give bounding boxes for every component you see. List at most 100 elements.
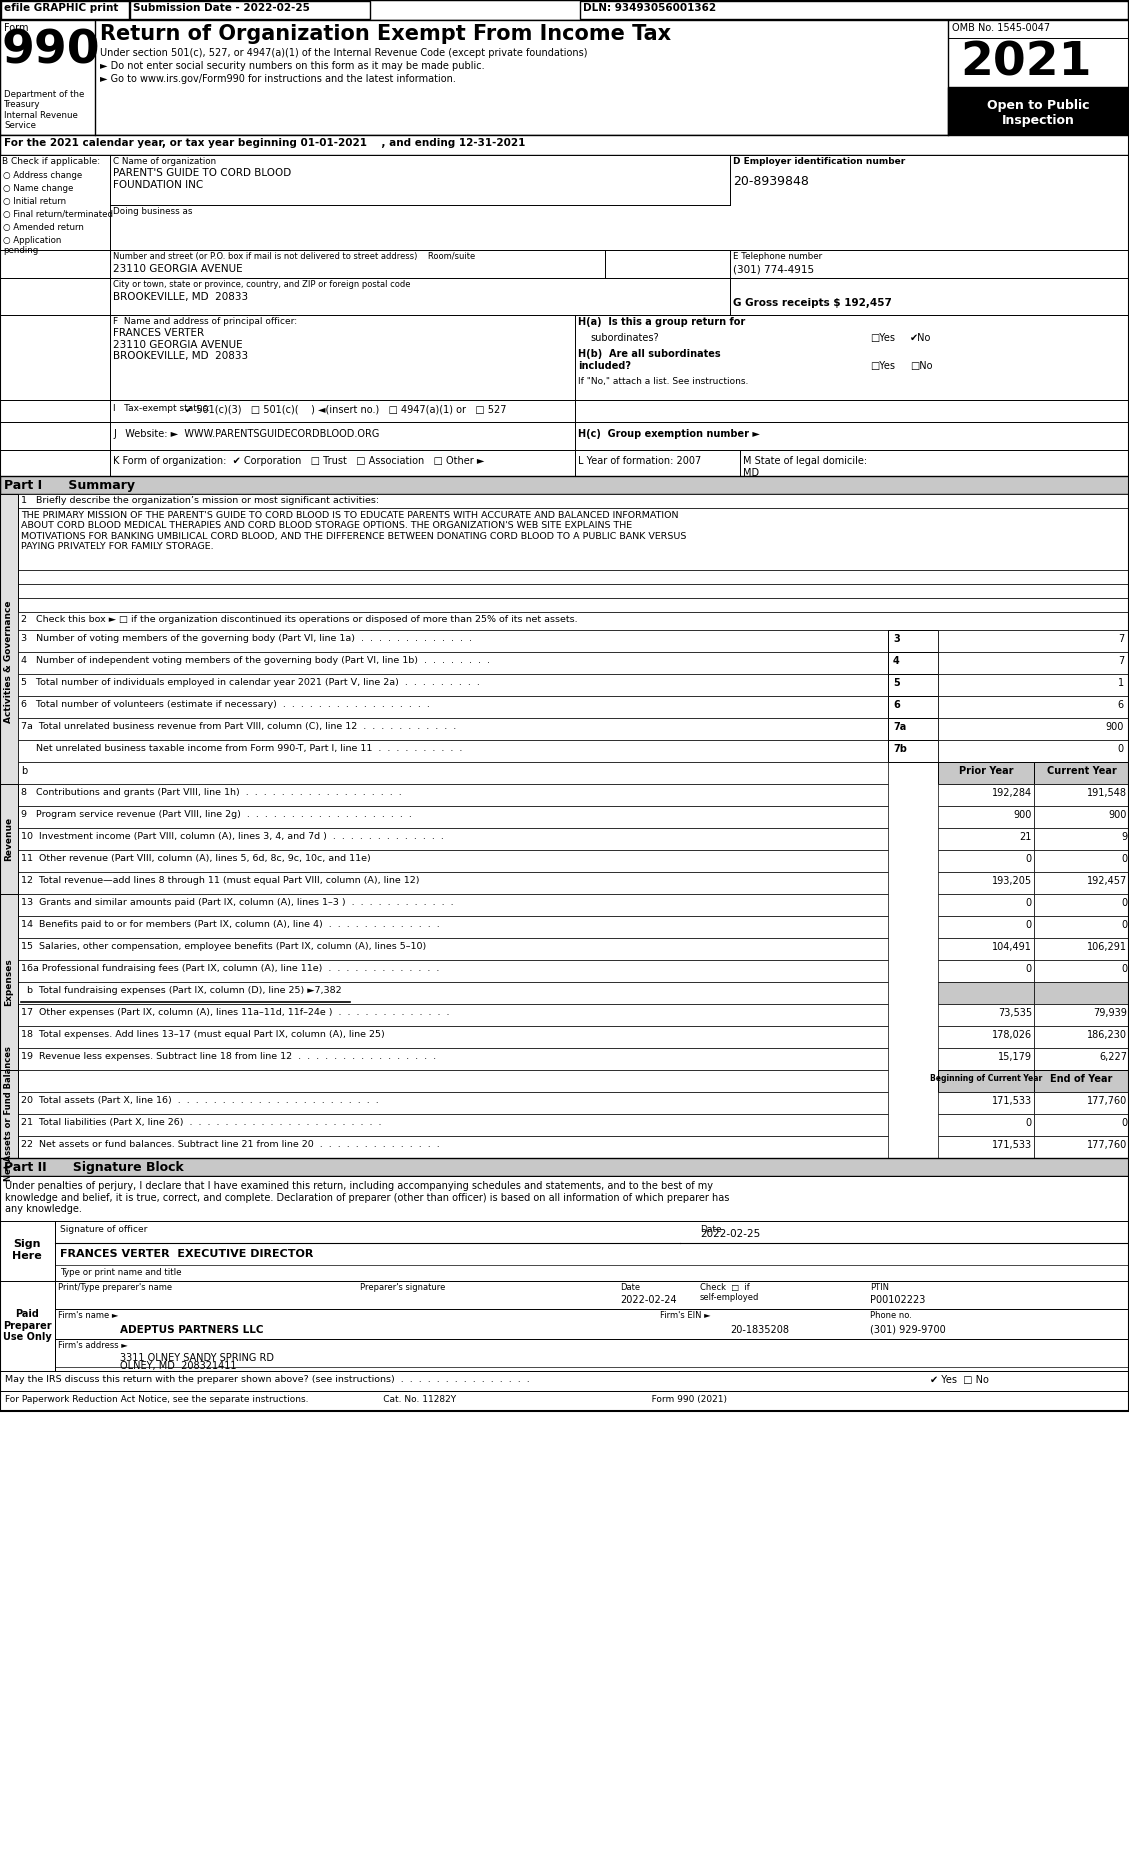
Text: 2021: 2021 bbox=[960, 39, 1092, 86]
Bar bbox=[0, 315, 1129, 401]
Text: ✔ 501(c)(3)   □ 501(c)(    ) ◄(insert no.)   □ 4947(a)(1) or   □ 527: ✔ 501(c)(3) □ 501(c)( ) ◄(insert no.) □ … bbox=[185, 404, 507, 414]
Text: 6   Total number of volunteers (estimate if necessary)  .  .  .  .  .  .  .  .  : 6 Total number of volunteers (estimate i… bbox=[21, 701, 430, 708]
Text: 0: 0 bbox=[1026, 1118, 1032, 1128]
Text: 14  Benefits paid to or for members (Part IX, column (A), line 4)  .  .  .  .  .: 14 Benefits paid to or for members (Part… bbox=[21, 921, 440, 928]
Text: Date: Date bbox=[700, 1225, 721, 1234]
Bar bbox=[18, 960, 889, 982]
Bar bbox=[1034, 1048, 1129, 1070]
Bar bbox=[18, 675, 889, 695]
Text: Check  □  if
self-employed: Check □ if self-employed bbox=[700, 1282, 760, 1303]
Bar bbox=[18, 982, 889, 1005]
Text: Current Year: Current Year bbox=[1047, 766, 1117, 775]
Text: Sign
Here: Sign Here bbox=[12, 1240, 42, 1260]
Text: ○ Name change: ○ Name change bbox=[3, 185, 73, 194]
Bar bbox=[938, 1005, 1034, 1025]
Bar bbox=[0, 250, 1129, 278]
Text: 7: 7 bbox=[1118, 656, 1124, 665]
Text: Print/Type preparer's name: Print/Type preparer's name bbox=[58, 1282, 172, 1292]
Bar bbox=[938, 762, 1034, 785]
Text: 0: 0 bbox=[1026, 898, 1032, 908]
Bar bbox=[18, 915, 889, 938]
Text: 21: 21 bbox=[1019, 831, 1032, 843]
Text: If "No," attach a list. See instructions.: If "No," attach a list. See instructions… bbox=[578, 377, 749, 386]
Bar bbox=[18, 598, 1129, 611]
Text: 106,291: 106,291 bbox=[1087, 941, 1127, 953]
Text: 6,227: 6,227 bbox=[1099, 1051, 1127, 1062]
Text: Part II      Signature Block: Part II Signature Block bbox=[5, 1161, 184, 1174]
Text: (301) 929-9700: (301) 929-9700 bbox=[870, 1325, 946, 1335]
Text: 20  Total assets (Part X, line 16)  .  .  .  .  .  .  .  .  .  .  .  .  .  .  . : 20 Total assets (Part X, line 16) . . . … bbox=[21, 1096, 378, 1105]
Bar bbox=[1034, 1005, 1129, 1025]
Text: ○ Amended return: ○ Amended return bbox=[3, 224, 84, 231]
Text: PTIN: PTIN bbox=[870, 1282, 889, 1292]
Bar bbox=[18, 630, 889, 652]
Bar bbox=[18, 509, 1129, 570]
Bar bbox=[0, 0, 1129, 21]
Bar bbox=[938, 1135, 1034, 1158]
Text: 5   Total number of individuals employed in calendar year 2021 (Part V, line 2a): 5 Total number of individuals employed i… bbox=[21, 678, 480, 688]
Text: 0: 0 bbox=[1121, 921, 1127, 930]
Text: 1: 1 bbox=[1118, 678, 1124, 688]
Text: Under section 501(c), 527, or 4947(a)(1) of the Internal Revenue Code (except pr: Under section 501(c), 527, or 4947(a)(1)… bbox=[100, 48, 587, 58]
Text: 2022-02-24: 2022-02-24 bbox=[620, 1295, 676, 1305]
Bar bbox=[938, 1092, 1034, 1115]
Text: 171,533: 171,533 bbox=[992, 1096, 1032, 1105]
Bar bbox=[18, 611, 1129, 630]
Text: 104,491: 104,491 bbox=[992, 941, 1032, 953]
Text: 73,535: 73,535 bbox=[998, 1008, 1032, 1018]
Text: 9: 9 bbox=[1121, 831, 1127, 843]
Text: 178,026: 178,026 bbox=[992, 1031, 1032, 1040]
Bar bbox=[1, 2, 129, 19]
Bar bbox=[0, 494, 18, 829]
Bar bbox=[18, 828, 889, 850]
Text: Signature of officer: Signature of officer bbox=[60, 1225, 148, 1234]
Text: For the 2021 calendar year, or tax year beginning 01-01-2021    , and ending 12-: For the 2021 calendar year, or tax year … bbox=[5, 138, 525, 147]
Text: 0: 0 bbox=[1121, 1118, 1127, 1128]
Text: PARENT'S GUIDE TO CORD BLOOD
FOUNDATION INC: PARENT'S GUIDE TO CORD BLOOD FOUNDATION … bbox=[113, 168, 291, 190]
Text: F  Name and address of principal officer:: F Name and address of principal officer: bbox=[113, 317, 297, 326]
Text: 0: 0 bbox=[1026, 964, 1032, 975]
Bar bbox=[18, 740, 889, 762]
Text: 79,939: 79,939 bbox=[1093, 1008, 1127, 1018]
Text: 0: 0 bbox=[1118, 744, 1124, 755]
Text: FRANCES VERTER
23110 GEORGIA AVENUE
BROOKEVILLE, MD  20833: FRANCES VERTER 23110 GEORGIA AVENUE BROO… bbox=[113, 328, 248, 362]
Text: 990: 990 bbox=[2, 30, 100, 75]
Text: Return of Organization Exempt From Income Tax: Return of Organization Exempt From Incom… bbox=[100, 24, 671, 45]
Text: I   Tax-exempt status:: I Tax-exempt status: bbox=[113, 404, 210, 414]
Bar bbox=[18, 494, 1129, 509]
Bar bbox=[889, 630, 938, 652]
Text: H(c)  Group exemption number ►: H(c) Group exemption number ► bbox=[578, 429, 760, 440]
Text: 15  Salaries, other compensation, employee benefits (Part IX, column (A), lines : 15 Salaries, other compensation, employe… bbox=[21, 941, 427, 951]
Bar bbox=[938, 828, 1034, 850]
Text: Date: Date bbox=[620, 1282, 640, 1292]
Text: OMB No. 1545-0047: OMB No. 1545-0047 bbox=[952, 22, 1050, 34]
Bar bbox=[948, 88, 1129, 134]
Text: City or town, state or province, country, and ZIP or foreign postal code: City or town, state or province, country… bbox=[113, 280, 411, 289]
Bar bbox=[1034, 960, 1129, 982]
Bar bbox=[938, 938, 1034, 960]
Text: 8   Contributions and grants (Part VIII, line 1h)  .  .  .  .  .  .  .  .  .  . : 8 Contributions and grants (Part VIII, l… bbox=[21, 788, 402, 798]
Text: Firm's address ►: Firm's address ► bbox=[58, 1340, 128, 1350]
Text: 15,179: 15,179 bbox=[998, 1051, 1032, 1062]
Bar bbox=[1034, 938, 1129, 960]
Bar bbox=[18, 1070, 889, 1092]
Bar bbox=[18, 805, 889, 828]
Bar bbox=[0, 1158, 1129, 1176]
Bar bbox=[0, 421, 1129, 449]
Bar bbox=[938, 895, 1034, 915]
Text: May the IRS discuss this return with the preparer shown above? (see instructions: May the IRS discuss this return with the… bbox=[5, 1376, 530, 1383]
Bar bbox=[0, 475, 1129, 494]
Text: 10  Investment income (Part VIII, column (A), lines 3, 4, and 7d )  .  .  .  .  : 10 Investment income (Part VIII, column … bbox=[21, 831, 444, 841]
Text: 20-8939848: 20-8939848 bbox=[733, 175, 808, 188]
Text: Revenue: Revenue bbox=[5, 816, 14, 861]
Bar bbox=[18, 1092, 889, 1115]
Text: D Employer identification number: D Employer identification number bbox=[733, 157, 905, 166]
Text: 7: 7 bbox=[1118, 634, 1124, 643]
Text: Under penalties of perjury, I declare that I have examined this return, includin: Under penalties of perjury, I declare th… bbox=[5, 1182, 729, 1213]
Bar bbox=[1034, 1135, 1129, 1158]
Bar bbox=[580, 2, 1128, 19]
Text: 7a: 7a bbox=[893, 721, 907, 733]
Text: 192,457: 192,457 bbox=[1087, 876, 1127, 885]
Text: 0: 0 bbox=[1026, 854, 1032, 865]
Bar bbox=[938, 695, 1129, 718]
